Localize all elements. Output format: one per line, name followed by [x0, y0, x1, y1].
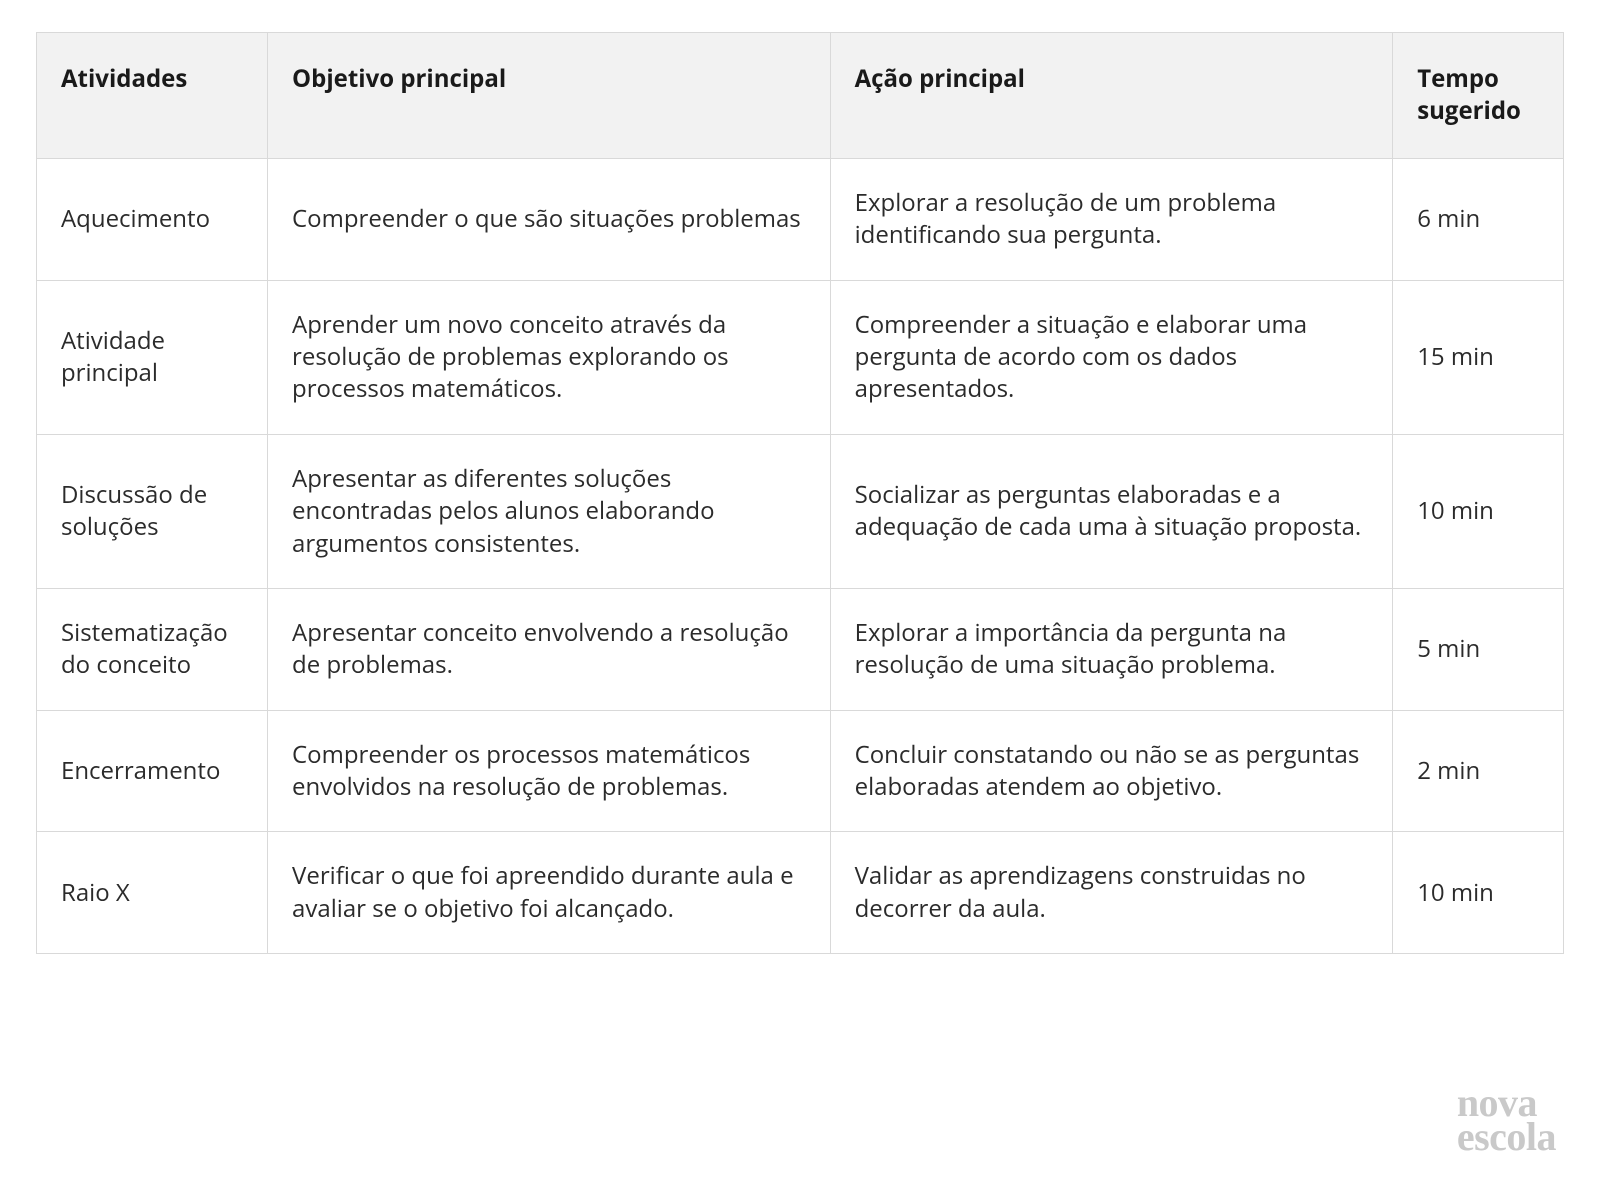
table-row: Raio X Verificar o que foi apreendido du…	[37, 832, 1564, 954]
table-header-row: Atividades Objetivo principal Ação princ…	[37, 33, 1564, 159]
cell-tempo: 5 min	[1393, 588, 1564, 710]
table-header: Atividades Objetivo principal Ação princ…	[37, 33, 1564, 159]
cell-objetivo: Compreender o que são situações problema…	[268, 158, 831, 280]
cell-tempo: 10 min	[1393, 832, 1564, 954]
cell-acao: Validar as aprendizagens construidas no …	[830, 832, 1393, 954]
cell-objetivo: Verificar o que foi apreendido durante a…	[268, 832, 831, 954]
cell-acao: Compreender a situação e elaborar uma pe…	[830, 280, 1393, 434]
col-header-tempo: Tempo sugerido	[1393, 33, 1564, 159]
cell-objetivo: Apresentar conceito envolvendo a resoluç…	[268, 588, 831, 710]
cell-atividades: Encerramento	[37, 710, 268, 832]
cell-atividades: Atividade principal	[37, 280, 268, 434]
col-header-atividades: Atividades	[37, 33, 268, 159]
cell-objetivo: Aprender um novo conceito através da res…	[268, 280, 831, 434]
cell-atividades: Aquecimento	[37, 158, 268, 280]
cell-objetivo: Compreender os processos matemáticos env…	[268, 710, 831, 832]
cell-objetivo: Apresentar as diferentes soluções encont…	[268, 434, 831, 588]
table-body: Aquecimento Compreender o que são situaç…	[37, 158, 1564, 953]
cell-tempo: 15 min	[1393, 280, 1564, 434]
col-header-acao: Ação principal	[830, 33, 1393, 159]
col-header-objetivo: Objetivo principal	[268, 33, 831, 159]
cell-acao: Explorar a resolução de um problema iden…	[830, 158, 1393, 280]
lesson-plan-table: Atividades Objetivo principal Ação princ…	[36, 32, 1564, 954]
table-row: Sistematização do conceito Apresentar co…	[37, 588, 1564, 710]
cell-tempo: 10 min	[1393, 434, 1564, 588]
cell-atividades: Sistematização do conceito	[37, 588, 268, 710]
cell-acao: Explorar a importância da pergunta na re…	[830, 588, 1393, 710]
cell-atividades: Discussão de soluções	[37, 434, 268, 588]
table-row: Atividade principal Aprender um novo con…	[37, 280, 1564, 434]
cell-atividades: Raio X	[37, 832, 268, 954]
table-row: Encerramento Compreender os processos ma…	[37, 710, 1564, 832]
page: Atividades Objetivo principal Ação princ…	[0, 0, 1600, 1200]
table-row: Discussão de soluções Apresentar as dife…	[37, 434, 1564, 588]
cell-tempo: 6 min	[1393, 158, 1564, 280]
cell-acao: Socializar as perguntas elaboradas e a a…	[830, 434, 1393, 588]
brand-logo-nova-escola: nova escola	[1457, 1086, 1556, 1154]
table-row: Aquecimento Compreender o que são situaç…	[37, 158, 1564, 280]
cell-acao: Concluir constatando ou não se as pergun…	[830, 710, 1393, 832]
brand-line-2: escola	[1457, 1120, 1556, 1154]
cell-tempo: 2 min	[1393, 710, 1564, 832]
